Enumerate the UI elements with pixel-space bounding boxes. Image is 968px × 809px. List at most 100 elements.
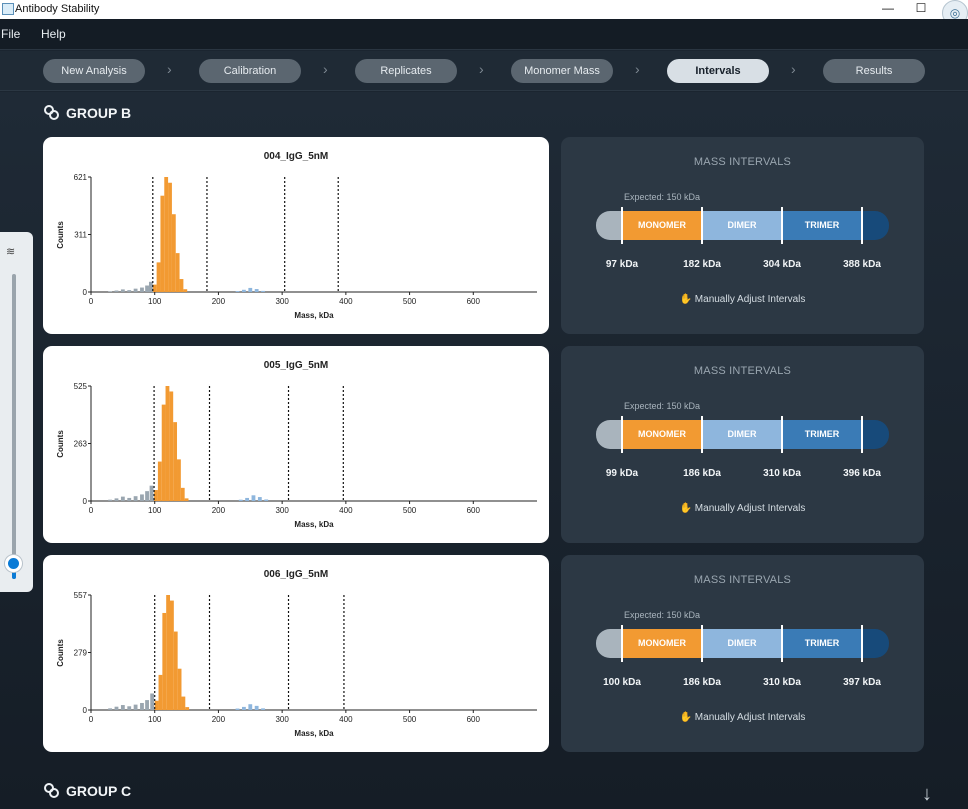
kda-label: 396 kDa [843,468,881,479]
histogram-bar [177,668,182,710]
step-results[interactable]: Results [823,59,925,83]
histogram-bar [168,182,172,292]
y-tick-label: 557 [74,591,88,600]
interval-handle[interactable] [861,625,863,662]
x-tick-label: 200 [212,715,226,724]
group-c-header[interactable]: GROUP C [44,783,131,799]
histogram-bar [149,485,154,501]
zoom-slider-panel: ≋ [0,232,33,592]
chevron-right-icon: › [479,61,484,77]
monomer-segment: MONOMER [622,211,702,240]
x-tick-label: 400 [339,715,353,724]
monomer-segment: MONOMER [622,629,702,658]
panel-title: MASS INTERVALS [693,365,792,377]
histogram-bar [257,497,262,501]
interval-handle[interactable] [861,207,863,244]
manually-adjust-button[interactable]: ✋ Manually Adjust Intervals [561,712,924,723]
interval-handle[interactable] [621,625,623,662]
interval-bar: MONOMER DIMER TRIMER [596,629,889,658]
minimize-button[interactable]: — [882,1,894,15]
x-tick-label: 200 [212,297,226,306]
lines-icon: ≋ [6,246,16,258]
group-b-header[interactable]: GROUP B [44,105,131,121]
x-tick-label: 500 [403,297,417,306]
above-segment [862,211,889,240]
manually-adjust-button[interactable]: ✋ Manually Adjust Intervals [561,294,924,305]
y-tick-label: 263 [74,440,88,449]
mass-intervals-panel: MASS INTERVALS Expected: 150 kDa MONOMER… [561,555,924,752]
histogram-bar [171,214,176,292]
histogram-004: 004_IgG_5nM 0 311 621 0 100 200 300 400 500 600 Mas… [56,151,537,320]
histogram-bar [180,487,185,501]
x-tick-label: 500 [403,506,417,515]
histogram-bar [169,391,174,501]
x-tick-label: 300 [275,506,289,515]
histogram-bar [165,386,170,501]
histogram-bar [242,289,246,292]
manually-adjust-button[interactable]: ✋ Manually Adjust Intervals [561,503,924,514]
x-tick-label: 0 [89,715,94,724]
interval-handle[interactable] [621,416,623,453]
group-icon [44,105,60,121]
step-monomer-mass[interactable]: Monomer Mass [511,59,613,83]
y-axis-label: Counts [56,430,65,458]
kda-label: 388 kDa [843,259,881,270]
interval-handle[interactable] [781,625,783,662]
interval-handle[interactable] [781,416,783,453]
histogram-bar [254,289,259,292]
menu-file[interactable]: File [1,27,21,41]
histogram-bar [145,285,149,292]
below-segment [596,420,622,449]
histogram-bar [166,595,171,710]
mass-intervals-panel: MASS INTERVALS Expected: 150 kDa MONOMER… [561,137,924,334]
expected-mass: Expected: 150 kDa [624,401,701,411]
histogram-bar [254,705,259,710]
x-tick-label: 600 [467,715,481,724]
histogram-bar [157,461,162,501]
step-calibration[interactable]: Calibration [199,59,301,83]
histogram-bar [185,707,190,710]
hand-icon: ✋ [679,294,695,305]
histogram-bar [108,499,113,501]
kda-label: 97 kDa [605,259,639,270]
interval-handle[interactable] [861,416,863,453]
histogram-bar [150,693,155,710]
histogram-bar [120,496,125,501]
histogram-bar [140,702,144,710]
histogram-bar [175,253,180,292]
kda-label: 182 kDa [683,259,721,270]
slider-handle[interactable] [5,555,22,572]
slider-track[interactable] [12,274,16,579]
interval-handle[interactable] [701,625,703,662]
step-replicates[interactable]: Replicates [355,59,457,83]
step-intervals[interactable]: Intervals [667,59,769,83]
histogram-bar [108,291,113,292]
interval-handle[interactable] [701,416,703,453]
maximize-button[interactable]: ☐ [915,1,927,15]
y-tick-label: 525 [74,382,88,391]
interval-handle[interactable] [781,207,783,244]
histogram-bar [156,262,161,292]
histogram-bar [261,708,265,710]
histogram-bar [170,600,174,710]
histogram-bar [140,287,144,292]
menu-bar: File Help [0,19,968,50]
chart-title: 004_IgG_5nM [264,151,328,162]
interval-handle[interactable] [701,207,703,244]
y-tick-label: 621 [74,173,88,182]
dimer-segment: DIMER [702,420,782,449]
expected-mass: Expected: 150 kDa [624,610,701,620]
interval-handle[interactable] [621,207,623,244]
chevron-right-icon: › [635,61,640,77]
histogram-bar [248,287,253,292]
step-new-analysis[interactable]: New Analysis [43,59,145,83]
histogram-bar [264,499,269,501]
group-c-title: GROUP C [66,783,132,799]
chart-card-006: 006_IgG_5nM 0 279 557 0 100 200 300 400 500 600 Mas… [43,555,549,752]
scroll-down-icon[interactable]: ↓ [922,783,932,805]
panel-title: MASS INTERVALS [693,574,792,586]
kda-label: 186 kDa [683,468,721,479]
menu-help[interactable]: Help [41,27,66,41]
histogram-bar [114,498,119,501]
histogram-bar [183,289,188,292]
